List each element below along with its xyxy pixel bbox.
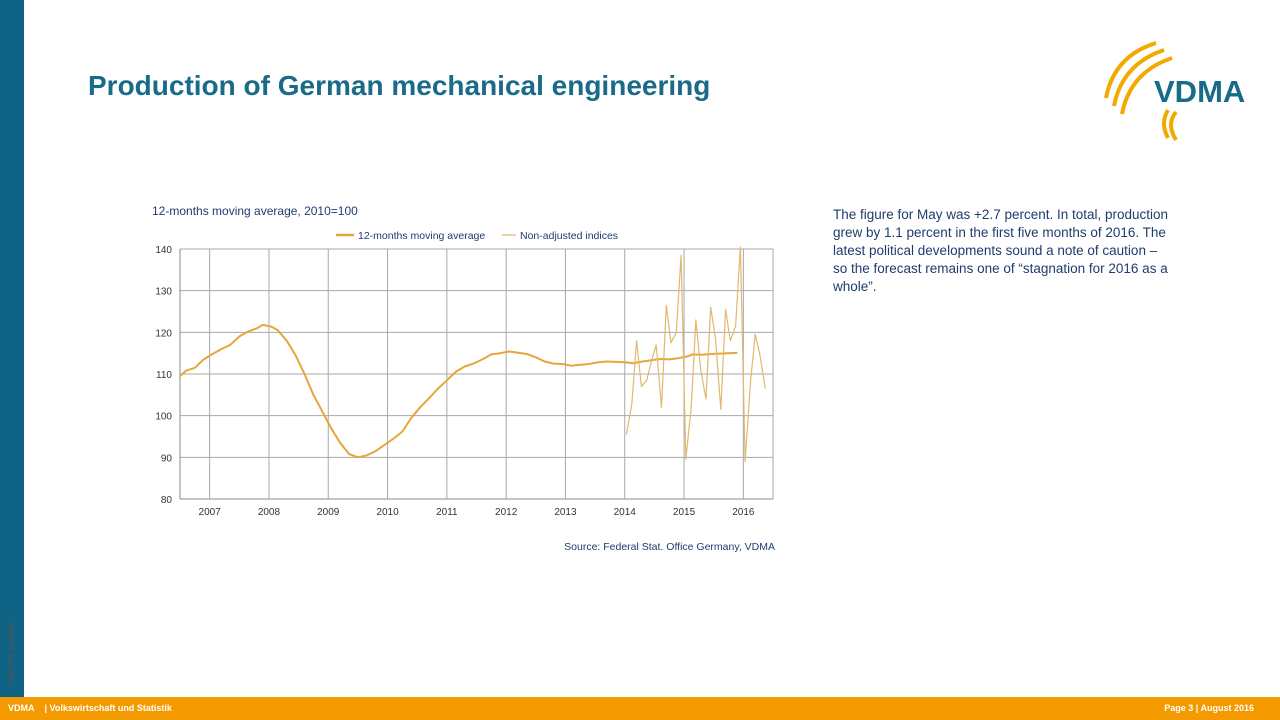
logo-arc-4: [1162, 108, 1170, 139]
series-line-non-adjusted: [625, 246, 766, 463]
footer-page-info: Page 3 | August 2016: [1164, 703, 1254, 713]
footer-brand: VDMA: [8, 703, 35, 713]
logo-arc-1: [1104, 41, 1157, 99]
y-tick-label-90: 90: [161, 453, 173, 464]
sidebar-label: Monthly bulletin: [6, 621, 16, 684]
y-tick-label-140: 140: [155, 245, 172, 256]
x-tick-label-2016: 2016: [732, 507, 755, 518]
legend-label-moving-average: 12-months moving average: [358, 230, 485, 242]
side-accent-bar: [0, 0, 24, 697]
logo-text: VDMA: [1154, 74, 1245, 109]
chart-title: 12-months moving average, 2010=100: [152, 204, 358, 218]
page-title: Production of German mechanical engineer…: [88, 70, 711, 101]
chart-grid: [179, 248, 774, 500]
y-tick-label-110: 110: [156, 370, 172, 381]
series-line-moving-average: [179, 323, 738, 459]
x-tick-label-2008: 2008: [258, 507, 281, 518]
chart-axes: 80 90 100 110 120 130 140 2007 2008 2009 2010 2011 2…: [155, 245, 755, 518]
y-tick-label-80: 80: [161, 495, 173, 506]
chart-source: Source: Federal Stat. Office Germany, VD…: [564, 541, 775, 553]
footer-department: | Volkswirtschaft und Statistik: [44, 703, 172, 713]
logo-arc-2: [1112, 48, 1165, 107]
logo-arc-3: [1120, 56, 1173, 115]
chart-series: [179, 246, 766, 463]
legend-label-non-adjusted: Non-adjusted indices: [520, 230, 618, 242]
y-tick-label-130: 130: [155, 287, 172, 298]
x-tick-label-2009: 2009: [317, 507, 340, 518]
x-tick-label-2014: 2014: [614, 507, 637, 518]
summary-text: The figure for May was +2.7 percent. In …: [833, 207, 1169, 294]
x-tick-label-2010: 2010: [376, 507, 399, 518]
chart-legend: 12-months moving average Non-adjusted in…: [336, 230, 618, 242]
x-tick-label-2012: 2012: [495, 507, 518, 518]
y-tick-label-100: 100: [155, 412, 172, 423]
x-tick-label-2011: 2011: [436, 507, 458, 518]
production-chart: 12-months moving average, 2010=100 12-mo…: [152, 204, 775, 553]
x-tick-label-2015: 2015: [673, 507, 696, 518]
footer-bar: VDMA | Volkswirtschaft und Statistik Page…: [0, 697, 1280, 720]
x-tick-label-2007: 2007: [199, 507, 222, 518]
footer-left: VDMA | Volkswirtschaft und Statistik: [8, 703, 172, 713]
y-tick-label-120: 120: [155, 328, 172, 339]
vdma-logo: VDMA: [1104, 41, 1245, 142]
logo-arc-5: [1169, 110, 1178, 142]
x-tick-label-2013: 2013: [554, 507, 577, 518]
